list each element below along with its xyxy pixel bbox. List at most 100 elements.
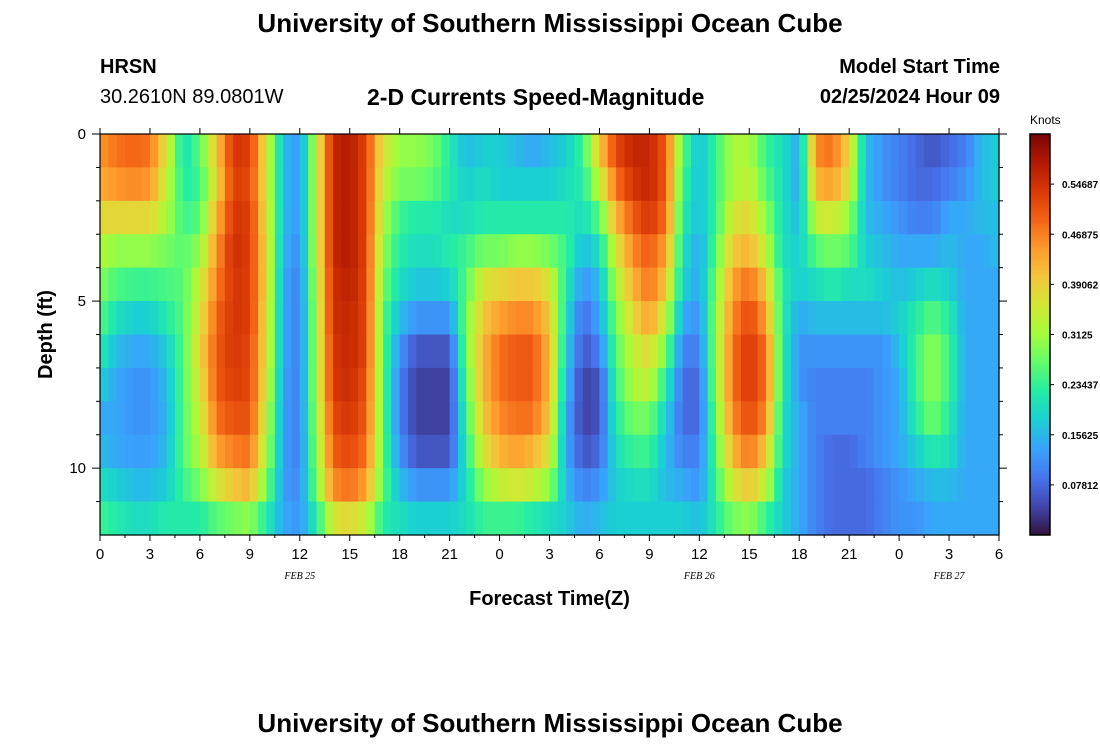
heatmap-cell bbox=[799, 267, 809, 302]
heatmap-cell bbox=[258, 301, 268, 336]
heatmap-cell bbox=[100, 167, 109, 202]
heatmap-cell bbox=[782, 301, 792, 336]
colorbar-tick-label: 0.3125 bbox=[1062, 331, 1093, 342]
colorbar-unit: Knots bbox=[1030, 113, 1061, 127]
heatmap-cell bbox=[607, 167, 617, 202]
heatmap-cell bbox=[316, 200, 326, 235]
heatmap-cell bbox=[133, 434, 143, 469]
heatmap-cell bbox=[915, 468, 925, 503]
heatmap-cell bbox=[208, 134, 218, 169]
heatmap-cell bbox=[641, 200, 650, 235]
heatmap-cell bbox=[424, 200, 434, 235]
heatmap-cell bbox=[591, 301, 601, 336]
heatmap-cell bbox=[499, 200, 509, 235]
heatmap-cell bbox=[316, 234, 326, 269]
heatmap-cell bbox=[549, 200, 559, 235]
heatmap-cell bbox=[108, 501, 118, 536]
page-title: University of Southern Mississippi Ocean… bbox=[257, 8, 843, 38]
heatmap-cell bbox=[674, 267, 684, 302]
heatmap-cell bbox=[274, 434, 284, 469]
heatmap-cell bbox=[632, 267, 642, 302]
heatmap-cell bbox=[241, 234, 251, 269]
heatmap-cell bbox=[158, 200, 168, 235]
heatmap-cell bbox=[782, 367, 792, 402]
heatmap-cell bbox=[108, 200, 118, 235]
colorbar-tick-label: 0.07812 bbox=[1062, 481, 1099, 492]
x-tick-label: 15 bbox=[741, 546, 758, 563]
heatmap-cell bbox=[974, 334, 983, 369]
heatmap-cell bbox=[807, 434, 817, 469]
heatmap-cell bbox=[757, 401, 767, 436]
y-axis: 0 5 10 bbox=[69, 126, 1007, 503]
heatmap-cell bbox=[865, 434, 875, 469]
heatmap-cell bbox=[790, 501, 800, 536]
heatmap-cell bbox=[607, 468, 617, 503]
heatmap-cell bbox=[607, 134, 617, 169]
heatmap-cell bbox=[316, 501, 326, 536]
heatmap-cell bbox=[524, 334, 534, 369]
heatmap-cell bbox=[407, 234, 417, 269]
heatmap-cell bbox=[957, 267, 967, 302]
heatmap-cell bbox=[241, 468, 251, 503]
heatmap-cell bbox=[507, 234, 517, 269]
heatmap-cell bbox=[666, 234, 675, 269]
heatmap-cell bbox=[782, 167, 792, 202]
heatmap-cell bbox=[291, 200, 301, 235]
heatmap-cell bbox=[174, 301, 184, 336]
heatmap-cell bbox=[932, 267, 942, 302]
heatmap-cell bbox=[915, 134, 925, 169]
heatmap-cell bbox=[924, 334, 933, 369]
heatmap-cell bbox=[774, 334, 784, 369]
heatmap-cell bbox=[882, 501, 892, 536]
heatmap-cell bbox=[865, 401, 875, 436]
heatmap-cell bbox=[441, 434, 451, 469]
heatmap-cell bbox=[124, 134, 134, 169]
heatmap-cell bbox=[399, 301, 409, 336]
heatmap-cell bbox=[474, 334, 484, 369]
heatmap-cell bbox=[840, 301, 850, 336]
heatmap-cell bbox=[840, 468, 850, 503]
heatmap-cell bbox=[591, 434, 601, 469]
heatmap-cell bbox=[832, 267, 842, 302]
heatmap-cell bbox=[849, 367, 859, 402]
heatmap-cell bbox=[283, 367, 293, 402]
heatmap-cell bbox=[732, 234, 742, 269]
heatmap-cell bbox=[383, 334, 392, 369]
heatmap-cell bbox=[815, 134, 825, 169]
heatmap-cell bbox=[765, 167, 775, 202]
heatmap-cell bbox=[857, 267, 867, 302]
heatmap-cell bbox=[158, 367, 168, 402]
heatmap-cell bbox=[424, 267, 434, 302]
heatmap-cell bbox=[574, 267, 584, 302]
heatmap-cell bbox=[383, 234, 392, 269]
heatmap-cell bbox=[216, 234, 226, 269]
heatmap-cell bbox=[391, 134, 401, 169]
heatmap-cell bbox=[133, 234, 143, 269]
heatmap-cell bbox=[449, 267, 459, 302]
heatmap-cell bbox=[691, 434, 700, 469]
heatmap-cell bbox=[482, 334, 492, 369]
heatmap-cell bbox=[174, 434, 184, 469]
heatmap-cell bbox=[899, 200, 909, 235]
heatmap-cell bbox=[740, 134, 750, 169]
y-tick-label: 0 bbox=[78, 126, 86, 143]
heatmap-cell bbox=[507, 468, 517, 503]
heatmap-cell bbox=[349, 468, 359, 503]
heatmap-cell bbox=[815, 501, 825, 536]
heatmap-cell bbox=[291, 401, 301, 436]
heatmap-cell bbox=[116, 434, 126, 469]
heatmap-cell bbox=[524, 267, 534, 302]
x-tick-label: 3 bbox=[945, 546, 953, 563]
heatmap-cell bbox=[857, 367, 867, 402]
heatmap-cell bbox=[641, 267, 650, 302]
heatmap-cell bbox=[982, 367, 992, 402]
heatmap-cell bbox=[641, 434, 650, 469]
heatmap-cell bbox=[949, 134, 958, 169]
heatmap-cell bbox=[807, 301, 817, 336]
heatmap-cell bbox=[657, 434, 667, 469]
heatmap-cell bbox=[749, 134, 759, 169]
heatmap-cell bbox=[982, 301, 992, 336]
heatmap-cell bbox=[982, 334, 992, 369]
heatmap-cell bbox=[807, 234, 817, 269]
heatmap-cell bbox=[366, 367, 376, 402]
